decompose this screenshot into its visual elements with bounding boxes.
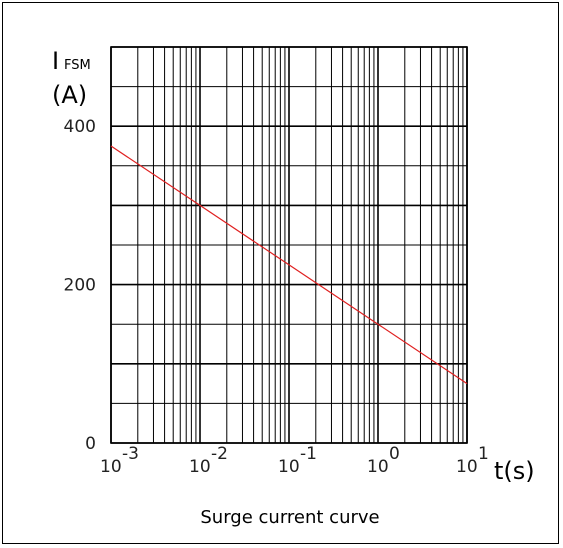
y-tick-label-0: 0 — [85, 434, 96, 454]
plot-border — [110, 46, 468, 444]
x-tick-exponent-4: 1 — [478, 444, 489, 464]
y-tick-label-2: 400 — [64, 117, 96, 137]
x-tick-exponent-2: -1 — [300, 444, 317, 464]
y-tick-labels: 0 200 400 — [64, 117, 96, 454]
x-tick-label-1: 10 — [189, 457, 211, 477]
x-tick-label-2: 10 — [278, 457, 300, 477]
y-axis-label-unit: (A) — [52, 81, 87, 109]
x-axis-label: t(s) — [494, 457, 535, 485]
y-tick-label-1: 200 — [64, 276, 96, 296]
x-tick-exponent-3: 0 — [389, 444, 400, 464]
x-tick-exponent-0: -3 — [122, 444, 139, 464]
x-tick-label-0: 10 — [100, 457, 122, 477]
chart-title: Surge current curve — [200, 507, 379, 528]
x-tick-label-3: 10 — [367, 457, 389, 477]
chart-frame — [2, 2, 559, 544]
chart-series — [110, 145, 468, 385]
x-tick-label-4: 10 — [456, 457, 478, 477]
chart-grid — [110, 46, 468, 444]
y-axis-label-sub: FSM — [64, 58, 91, 73]
series-line-0 — [110, 145, 468, 385]
x-tick-exponent-1: -2 — [211, 444, 228, 464]
y-axis-label-main: I — [52, 47, 59, 75]
